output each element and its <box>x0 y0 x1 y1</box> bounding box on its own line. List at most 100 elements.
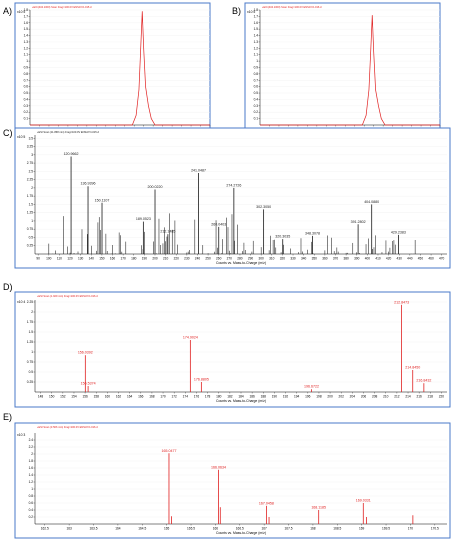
scan-header: +EIC(434.1000) Scan Frag=100.0V ENSAYO-0… <box>262 5 322 9</box>
y-tick-label: 0.75 <box>27 227 33 231</box>
x-tick-label: 210 <box>163 257 169 261</box>
x-tick-label: 410 <box>375 257 381 261</box>
x-tick-label: 390 <box>354 257 360 261</box>
x-tick-label: 164 <box>115 527 121 531</box>
x-tick-label: 160 <box>105 395 111 399</box>
y-tick-label: 0.5 <box>29 235 34 239</box>
y-tick-label: 3.25 <box>27 145 33 149</box>
x-tick-label: 180 <box>131 257 137 261</box>
x-tick-label: 167 <box>261 527 267 531</box>
y-tick-label: 1.2 <box>254 46 259 50</box>
y-tick-label: 0.7 <box>254 78 259 82</box>
peak-label: 429.2383 <box>391 230 406 234</box>
x-tick-label: 340 <box>301 257 307 261</box>
x-tick-label: 460 <box>428 257 434 261</box>
x-tick-label: 220 <box>439 395 445 399</box>
x-tick-label: 360 <box>322 257 328 261</box>
chart-panel-1: A) +EIC(434.1000) Scan Frag=100.0V ENSAYO… <box>3 2 212 136</box>
x-tick-label: 240 <box>195 257 201 261</box>
y-tick-label: 1.1 <box>24 53 29 57</box>
x-axis-title: Counts vs. Mass-to-Charge (m/z) <box>216 531 266 535</box>
x-tick-label: 170 <box>160 395 166 399</box>
peak-label: 391.2802 <box>351 220 366 224</box>
y-tick-label: 2 <box>31 452 33 456</box>
x-tick-label: 166 <box>138 395 144 399</box>
panel-frame <box>14 422 451 539</box>
y-tick-label: 1.25 <box>27 211 33 215</box>
y-tick-label: 2.75 <box>27 161 33 165</box>
y-tick-label: 0.25 <box>27 380 33 384</box>
x-tick-label: 120 <box>67 257 73 261</box>
x-tick-label: 184 <box>238 395 244 399</box>
y-tick-label: 1.7 <box>24 14 29 18</box>
y-tick-label: 2 <box>31 186 33 190</box>
x-tick-label: 148 <box>38 395 44 399</box>
y-tick-label: 1.3 <box>254 40 259 44</box>
y-tick-label: 2 <box>31 310 33 314</box>
x-tick-label: 212 <box>394 395 400 399</box>
peak-label: 241.0487 <box>191 169 206 173</box>
peak-label: 169.0331 <box>356 499 371 503</box>
y-tick-label: 0.4 <box>24 97 29 101</box>
x-axis-title: Counts vs. Mass-to-Charge (m/z) <box>216 399 266 403</box>
x-tick-label: 204 <box>350 395 356 399</box>
x-tick-label: 154 <box>71 395 77 399</box>
x-tick-label: 196 <box>305 395 311 399</box>
y-tick-label: 1.2 <box>29 480 34 484</box>
chart-panel-3: C) +ESI Scan (11.868 min) Frag=100.0V ENS… <box>3 127 451 269</box>
x-tick-label: 350 <box>312 257 318 261</box>
y-tick-label: 0.3 <box>254 104 259 108</box>
x-tick-label: 470 <box>439 257 445 261</box>
x-tick-label: 214 <box>405 395 411 399</box>
x-tick-label: 165.5 <box>187 527 195 531</box>
x-tick-label: 290 <box>248 257 254 261</box>
peak-label: 189.0523 <box>136 217 151 221</box>
chart-panel-5: E) +ESI Scan (3.506 min) Frag=100.0V ENSA… <box>3 412 451 539</box>
x-tick-label: 190 <box>142 257 148 261</box>
x-tick-label: 270 <box>227 257 233 261</box>
x-tick-label: 208 <box>372 395 378 399</box>
peak-label: 320.3035 <box>275 235 290 239</box>
y-multiplier: x10 3 <box>17 433 25 437</box>
peak-label: 200.0220 <box>148 185 163 189</box>
x-tick-label: 167.5 <box>285 527 293 531</box>
x-tick-label: 90 <box>36 257 40 261</box>
x-tick-label: 166 <box>213 527 219 531</box>
x-tick-label: 182 <box>227 395 233 399</box>
y-tick-label: 1.6 <box>29 466 34 470</box>
x-tick-label: 180 <box>216 395 222 399</box>
x-tick-label: 170.5 <box>431 527 439 531</box>
peak-label: 120.9662 <box>64 152 79 156</box>
y-tick-label: 1.5 <box>24 27 29 31</box>
x-tick-label: 140 <box>89 257 95 261</box>
x-tick-label: 216 <box>416 395 422 399</box>
y-tick-label: 1.75 <box>27 320 33 324</box>
x-tick-label: 194 <box>294 395 300 399</box>
y-tick-label: 0.5 <box>254 91 259 95</box>
y-tick-label: 1.4 <box>24 34 29 38</box>
y-multiplier: x10 5 <box>17 135 25 139</box>
y-tick-label: 1 <box>31 487 33 491</box>
peak-label: 165.0477 <box>161 449 176 453</box>
y-tick-label: 1.4 <box>254 34 259 38</box>
x-tick-label: 158 <box>94 395 100 399</box>
peak-label: 196.6722 <box>304 385 319 389</box>
peak-label: 156.0392 <box>78 351 93 355</box>
panel-frame <box>14 291 451 408</box>
peak-label: 156.5374 <box>81 382 96 386</box>
y-multiplier: x10 4 <box>17 300 25 304</box>
peak-label: 260.0403 <box>211 222 226 226</box>
x-tick-label: 152 <box>60 395 66 399</box>
y-tick-label: 0.4 <box>254 97 259 101</box>
y-tick-label: 0.9 <box>254 66 259 70</box>
y-tick-label: 1.5 <box>254 27 259 31</box>
x-tick-label: 176 <box>194 395 200 399</box>
x-tick-label: 178 <box>205 395 211 399</box>
peak-label: 176.8805 <box>194 378 209 382</box>
x-tick-label: 370 <box>333 257 339 261</box>
x-tick-label: 210 <box>383 395 389 399</box>
x-tick-label: 174 <box>183 395 189 399</box>
panel-label: B) <box>232 6 241 16</box>
x-axis-title: Counts vs. Mass-to-Charge (m/z) <box>216 261 266 265</box>
y-tick-label: 1.1 <box>254 53 259 57</box>
